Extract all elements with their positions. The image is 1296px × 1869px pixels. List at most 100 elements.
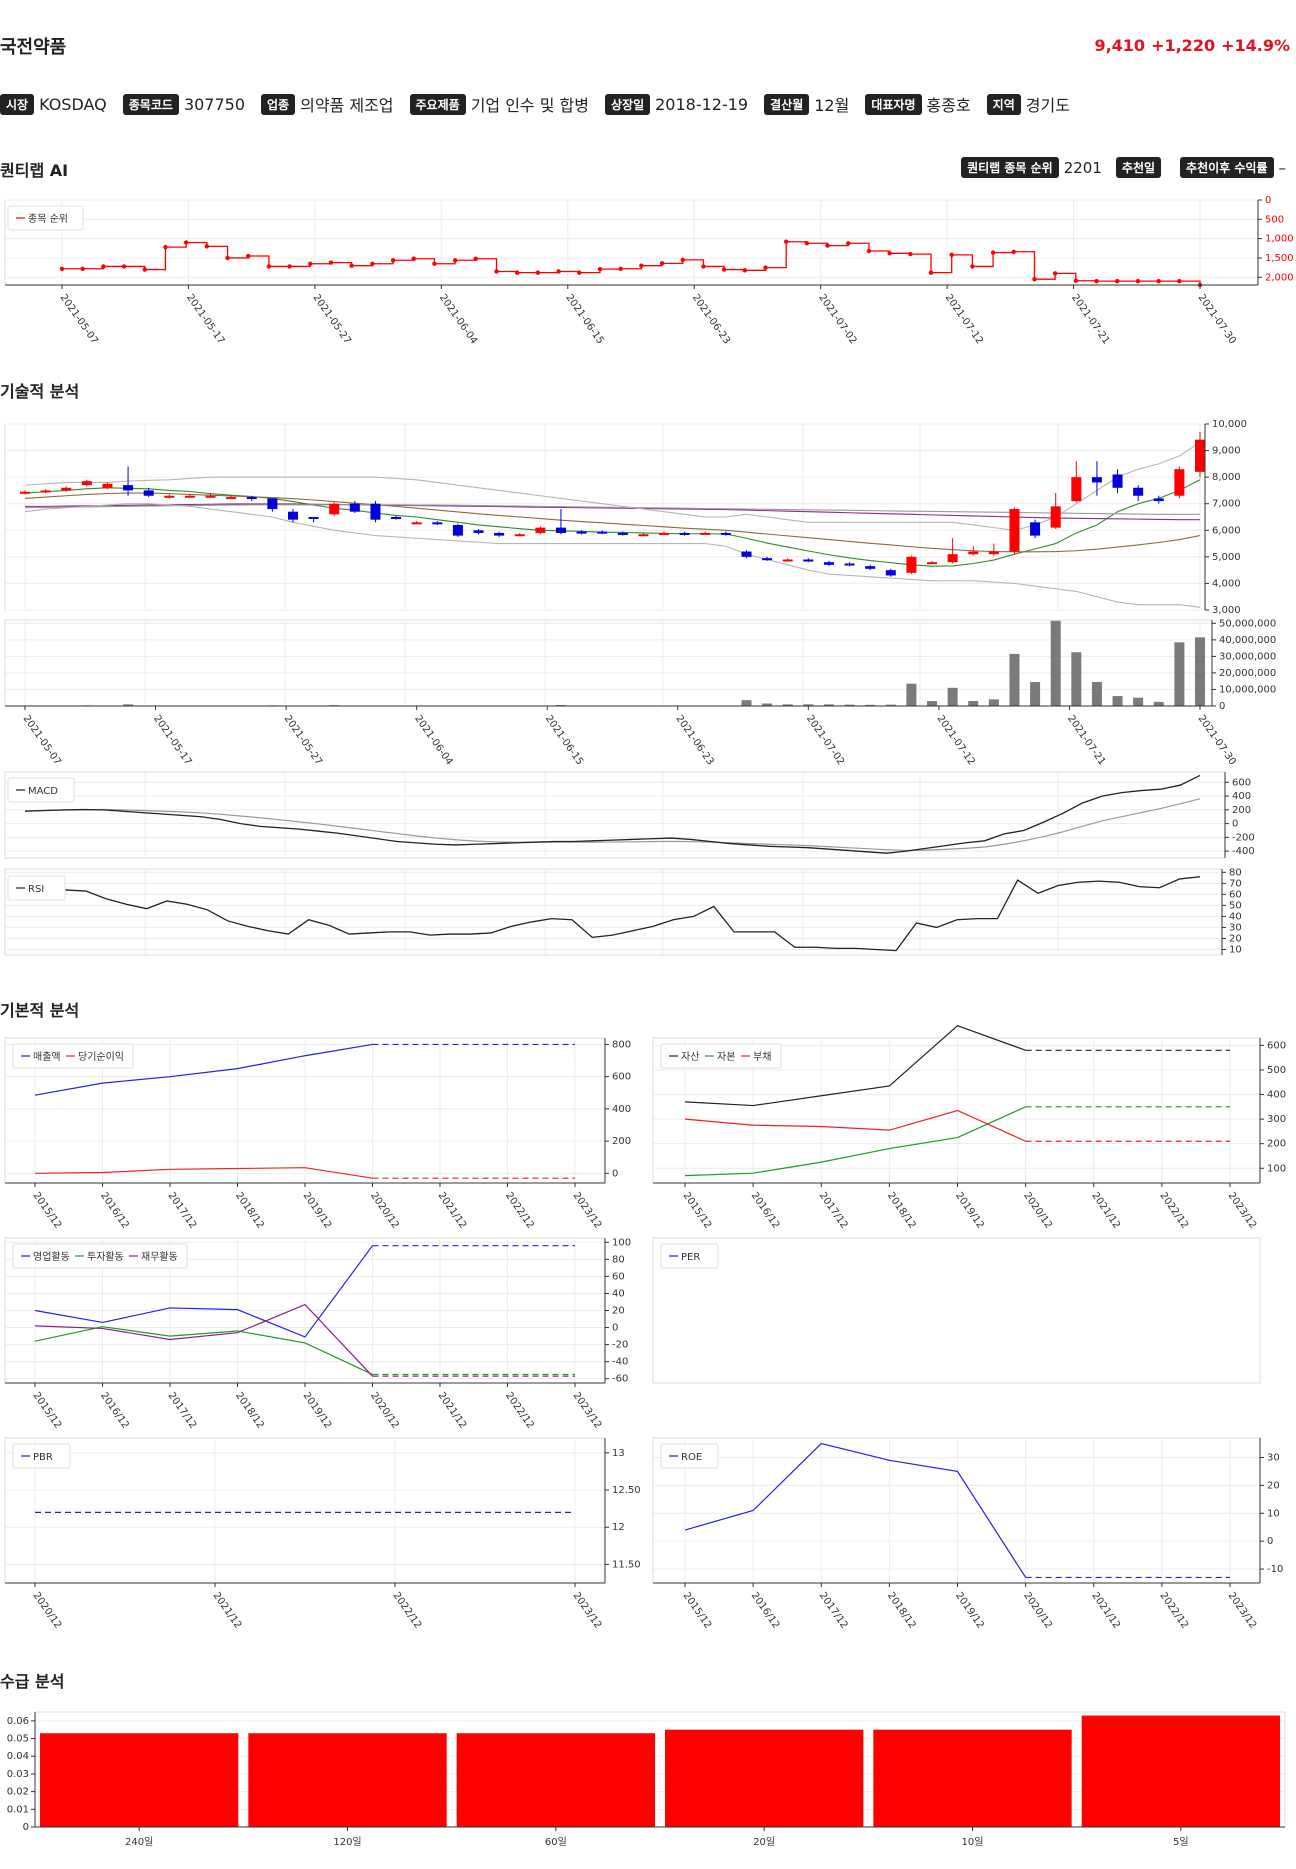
volume-bar	[1133, 697, 1144, 706]
x-tick-label: 2015/12	[31, 1390, 64, 1430]
volume-bar	[1195, 637, 1205, 706]
x-tick-label: 2022/12	[1157, 1190, 1190, 1230]
y-tick-label: 40	[1229, 911, 1242, 922]
candle-body	[762, 558, 773, 561]
y-tick-label: 400	[612, 1104, 631, 1115]
candle-body	[700, 532, 711, 535]
rank-point	[494, 269, 499, 274]
y-tick-label: 4,000	[1212, 578, 1241, 589]
rank-value: 2201	[1063, 158, 1102, 177]
y-tick-label: 800	[612, 1039, 631, 1050]
y-tick-label: -400	[1232, 846, 1255, 857]
y-tick-label: 30,000,000	[1219, 651, 1276, 662]
volume-bar	[143, 705, 154, 707]
y-tick-label: 0.04	[7, 1751, 29, 1762]
candle-body	[287, 511, 298, 520]
rank-point	[1094, 278, 1099, 284]
rec-return-value: –	[1278, 158, 1287, 177]
section-title-supply: 수급 분석	[0, 1672, 65, 1691]
legend-label: 투자활동	[87, 1250, 124, 1263]
candle-body	[927, 562, 938, 565]
macd-line	[24, 774, 1201, 854]
y-tick-label: 10	[1267, 1508, 1280, 1519]
candle-body	[184, 495, 195, 498]
candle-body	[123, 485, 134, 491]
rank-point	[1052, 271, 1058, 276]
code-label: 종목코드	[122, 93, 179, 115]
rank-point	[370, 261, 375, 266]
candle-body	[782, 559, 793, 562]
x-tick-label: 2016/12	[749, 1590, 782, 1630]
volume-bar	[40, 705, 51, 707]
candle-body	[370, 503, 381, 520]
plot-frame	[4, 619, 1213, 707]
ma-line-bb_lower	[24, 503, 1201, 608]
ai-summary: 퀀티랩 종목 순위 2201 추천일 추천이후 수익률 –	[947, 157, 1286, 178]
x-tick-label: 2021-06-15	[543, 713, 585, 767]
y-tick-label: -40	[612, 1357, 628, 1368]
code-value: 307750	[183, 94, 246, 114]
candle-body	[1091, 477, 1102, 483]
series-line-자산	[684, 1025, 1026, 1107]
rank-point	[349, 263, 354, 268]
volume-bar	[226, 705, 237, 707]
x-tick-label: 2021/12	[1089, 1590, 1122, 1630]
series-line-매출액	[34, 1043, 373, 1096]
legend-box	[12, 1243, 188, 1269]
volume-bar	[638, 705, 649, 707]
y-tick-label: 80	[1229, 867, 1242, 878]
industry-value: 의약품 제조업	[300, 96, 394, 115]
products-value: 기업 인수 및 합병	[470, 96, 589, 115]
series-line-부채	[684, 1109, 1026, 1142]
y-tick-label: 10,000,000	[1219, 684, 1276, 695]
market-label: 시장	[0, 93, 35, 115]
y-tick-label: 20,000,000	[1219, 668, 1276, 679]
y-tick-label: 0	[23, 1822, 29, 1833]
x-tick-label: 2018/12	[233, 1190, 266, 1230]
products-label: 주요제품	[409, 93, 466, 115]
price-change: +1,220	[1151, 36, 1216, 55]
volume-bar	[205, 705, 216, 707]
rank-point	[1011, 249, 1016, 254]
x-tick-label: 2021-06-23	[690, 292, 732, 346]
candle-body	[1071, 477, 1082, 502]
volume-bar	[20, 705, 30, 707]
candle-body	[246, 497, 257, 500]
series-line-투자활동	[34, 1326, 373, 1376]
volume-bar	[720, 705, 731, 707]
rank-point	[1197, 282, 1203, 288]
candle-body	[1030, 522, 1041, 536]
plot-frame	[4, 199, 1259, 286]
volume-bar	[102, 705, 113, 707]
x-tick-label: 2021-07-21	[1069, 292, 1111, 346]
price-box: 9,410 +1,220 +14.9%	[1088, 36, 1290, 55]
volume-bar	[597, 705, 608, 707]
x-tick-label: 2016/12	[98, 1390, 131, 1430]
x-tick-label: 2022/12	[1157, 1590, 1190, 1630]
x-tick-label: 2021-05-17	[151, 713, 193, 767]
rank-point	[163, 244, 168, 250]
candle-body	[679, 532, 690, 535]
y-tick-label: 0	[612, 1323, 618, 1334]
plot-frame	[4, 868, 1223, 956]
volume-bar	[782, 704, 793, 706]
rsi-line	[24, 876, 1201, 952]
x-tick-label: 2018/12	[885, 1190, 918, 1230]
fiscal-month-label: 결산월	[764, 93, 810, 115]
rank-point	[949, 252, 954, 258]
y-tick-label: 20	[1267, 1480, 1280, 1491]
candle-body	[102, 483, 113, 488]
legend-label: RSI	[28, 884, 44, 895]
y-tick-label: 100	[612, 1237, 631, 1248]
rank-point	[783, 239, 789, 244]
y-tick-label: 9,000	[1212, 446, 1241, 457]
rank-point	[597, 266, 603, 272]
x-tick-label: 2017/12	[166, 1190, 199, 1230]
y-tick-label: 0	[1265, 195, 1271, 206]
volume-bar	[1112, 696, 1123, 706]
rank-point	[1115, 278, 1120, 284]
rank-point	[680, 257, 685, 263]
legend-label: MACD	[28, 786, 58, 797]
x-tick-label: 2021-05-07	[21, 713, 63, 767]
rank-label: 퀀티랩 종목 순위	[961, 157, 1059, 178]
